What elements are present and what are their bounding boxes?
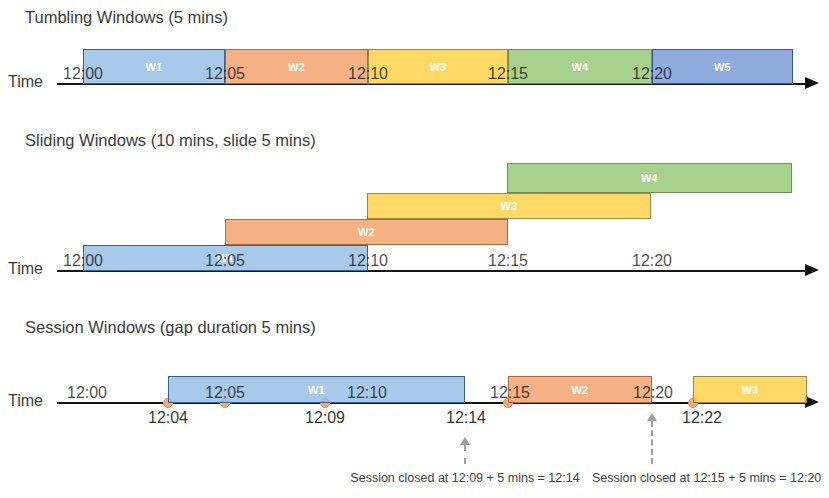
axis-tick-label: 12:15 — [490, 383, 530, 402]
axis-tick-label: 12:20 — [632, 64, 672, 83]
window-label: W3 — [741, 384, 758, 396]
axis-tick-label: 12:20 — [632, 251, 672, 270]
arrowhead-up-icon — [647, 413, 657, 421]
axis-tick-label: 12:05 — [205, 64, 245, 83]
window-label: W4 — [571, 61, 588, 73]
window-label: W4 — [641, 172, 658, 184]
axis-tick-label: 12:20 — [633, 383, 673, 402]
time-axis-arrowhead-icon-session — [805, 396, 819, 408]
session-close-arrow-icon — [647, 413, 657, 464]
axis-tick-label: 12:00 — [67, 383, 107, 402]
time-axis-label-sliding: Time — [8, 260, 43, 278]
window-box-sliding-w2: W2 — [225, 219, 508, 245]
window-box-tumbling-w2: W2 — [225, 49, 368, 84]
time-axis-arrowhead-icon-tumbling — [805, 77, 819, 89]
session-close-arrow-icon — [460, 437, 470, 464]
time-axis-label-session: Time — [8, 392, 43, 410]
arrowhead-up-icon — [460, 437, 470, 445]
section-title-sliding: Sliding Windows (10 mins, slide 5 mins) — [25, 131, 316, 150]
axis-tick-label: 12:05 — [205, 251, 245, 270]
section-title-tumbling: Tumbling Windows (5 mins) — [25, 8, 228, 27]
window-label: W1 — [145, 61, 162, 73]
dashed-stem — [464, 445, 466, 464]
window-box-session-w3: W3 — [693, 376, 807, 403]
dashed-stem — [651, 421, 653, 464]
time-axis-label-tumbling: Time — [8, 73, 43, 91]
event-time-label: 12:09 — [305, 409, 345, 427]
axis-tick-label: 12:05 — [205, 383, 245, 402]
session-closed-annotation: Session closed at 12:09 + 5 mins = 12:14 — [350, 471, 579, 485]
window-label: W3 — [500, 200, 517, 212]
axis-tick-label: 12:10 — [347, 383, 387, 402]
window-box-sliding-w3: W3 — [367, 193, 651, 219]
window-label: W2 — [571, 384, 588, 396]
time-axis-arrowhead-icon-sliding — [805, 264, 819, 276]
session-closed-annotation: Session closed at 12:15 + 5 mins = 12:20 — [592, 471, 821, 485]
window-label: W3 — [429, 61, 446, 73]
window-box-tumbling-w1: W1 — [83, 49, 225, 84]
axis-tick-label: 12:15 — [488, 251, 528, 270]
window-label: W2 — [358, 226, 375, 238]
window-label: W5 — [714, 61, 731, 73]
event-time-label: 12:04 — [148, 409, 188, 427]
axis-tick-label: 12:00 — [63, 251, 103, 270]
axis-tick-label: 12:10 — [348, 251, 388, 270]
section-title-session: Session Windows (gap duration 5 mins) — [25, 318, 316, 337]
event-time-label: 12:14 — [446, 409, 486, 427]
window-box-tumbling-w5: W5 — [652, 49, 793, 84]
windowing-strategies-diagram: Tumbling Windows (5 mins) Time W1 W2 W3 W4 W5 1… — [0, 0, 829, 498]
window-label: W2 — [288, 61, 305, 73]
axis-tick-label: 12:10 — [348, 64, 388, 83]
window-label: W1 — [308, 384, 325, 396]
window-box-sliding-w4: W4 — [507, 163, 792, 193]
axis-tick-label: 12:15 — [488, 64, 528, 83]
axis-tick-label: 12:00 — [63, 64, 103, 83]
event-time-label: 12:22 — [682, 409, 722, 427]
window-box-tumbling-w4: W4 — [508, 49, 652, 84]
